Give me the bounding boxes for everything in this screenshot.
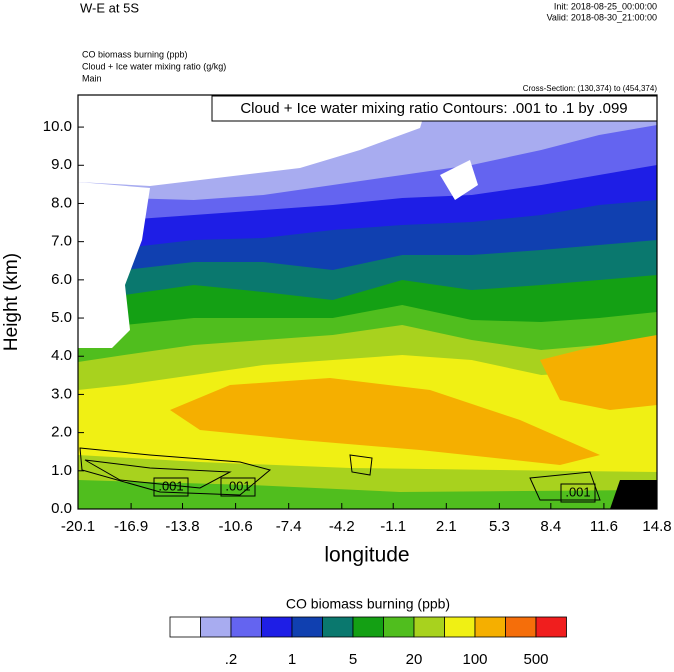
- x-tick-label: -20.1: [61, 518, 95, 535]
- colorbar-label: 1: [288, 651, 296, 667]
- y-tick-label: 3.0: [51, 385, 72, 402]
- y-tick-label: 9.0: [51, 156, 72, 173]
- domain: Main: [82, 73, 102, 83]
- x-tick-label: -4.2: [329, 518, 355, 535]
- y-tick-label: 0.0: [51, 500, 72, 517]
- contour-label-box: [560, 483, 596, 503]
- contour-name: Cloud + Ice water mixing ratio (g/kg): [82, 61, 226, 71]
- field-clear: [78, 182, 150, 348]
- colorbar-swatch: [535, 616, 567, 638]
- x-tick-label: -13.8: [165, 518, 199, 535]
- x-tick-label: 2.1: [436, 518, 457, 535]
- chart-title: W-E at 5S: [80, 0, 139, 15]
- colorbar-swatch: [505, 616, 537, 638]
- colorbar-swatch: [383, 616, 415, 638]
- colorbar: .2 1 5 20 100 500: [169, 616, 567, 668]
- x-axis-title: longitude: [324, 544, 409, 567]
- contour-label: .001: [158, 478, 183, 493]
- y-tick-label: 10.0: [43, 118, 72, 135]
- contour-label-box: [220, 477, 256, 497]
- colorbar-label: .2: [225, 651, 238, 667]
- field-blob: [540, 335, 657, 410]
- x-tick-label: -1.1: [380, 518, 406, 535]
- field-clear: [440, 160, 478, 200]
- y-tick-label: 4.0: [51, 347, 72, 364]
- contour-line: [349, 454, 373, 476]
- contour-label: .001: [225, 478, 250, 493]
- x-tick-label: 14.8: [642, 518, 671, 535]
- y-tick-label: 7.0: [51, 233, 72, 250]
- y-tick-label: 6.0: [51, 271, 72, 288]
- contour-line: [84, 459, 232, 489]
- colorbar-swatch: [200, 616, 232, 638]
- contour-label: .001: [565, 484, 590, 499]
- terrain: [610, 480, 657, 509]
- plot-frame: [77, 94, 658, 510]
- x-tick-label: -16.9: [114, 518, 148, 535]
- colorbar-label: 100: [462, 651, 487, 667]
- y-tick-label: 8.0: [51, 194, 72, 211]
- contour-info: Cloud + Ice water mixing ratio Contours:…: [240, 100, 627, 117]
- x-tick-label: 5.3: [489, 518, 510, 535]
- colorbar-swatch: [352, 616, 384, 638]
- field-name: CO biomass burning (ppb): [82, 49, 188, 59]
- contour-line: [529, 471, 601, 501]
- colorbar-label: 5: [349, 651, 357, 667]
- y-axis-title: Height (km): [1, 253, 22, 351]
- y-tick-label: 1.0: [51, 462, 72, 479]
- colorbar-swatch: [169, 616, 201, 638]
- colorbar-label: 500: [523, 651, 548, 667]
- colorbar-swatch: [261, 616, 293, 638]
- colorbar-swatch: [230, 616, 262, 638]
- contour-field: .001 .001 .001 Cloud + Ice water mixing rat…: [78, 95, 658, 509]
- axes: 0.0 1.0 2.0 3.0 4.0 5.0 6.0 7.0 8.0 9.0 10.0 -20.1 -…: [43, 94, 672, 535]
- colorbar-swatch: [444, 616, 476, 638]
- field-blob: [170, 378, 600, 465]
- colorbar-swatch: [474, 616, 506, 638]
- colorbar-swatch: [291, 616, 323, 638]
- valid-time: Valid: 2018-08-30_21:00:00: [547, 12, 657, 22]
- x-tick-label: 11.6: [590, 518, 618, 535]
- init-time: Init: 2018-08-25_00:00:00: [554, 1, 657, 11]
- y-tick-label: 2.0: [51, 424, 72, 441]
- cross-section: Cross-Section: (130,374) to (454,374): [523, 84, 658, 93]
- colorbar-swatch: [322, 616, 354, 638]
- x-tick-label: 8.4: [540, 518, 561, 535]
- y-tick-label: 5.0: [51, 309, 72, 326]
- colorbar-label: 20: [406, 651, 423, 667]
- colorbar-title: CO biomass burning (ppb): [286, 596, 450, 612]
- colorbar-swatch: [413, 616, 445, 638]
- x-tick-label: -10.6: [219, 518, 253, 535]
- field-band: [78, 480, 657, 509]
- x-tick-label: -7.4: [276, 518, 302, 535]
- contour-label-box: [153, 477, 189, 497]
